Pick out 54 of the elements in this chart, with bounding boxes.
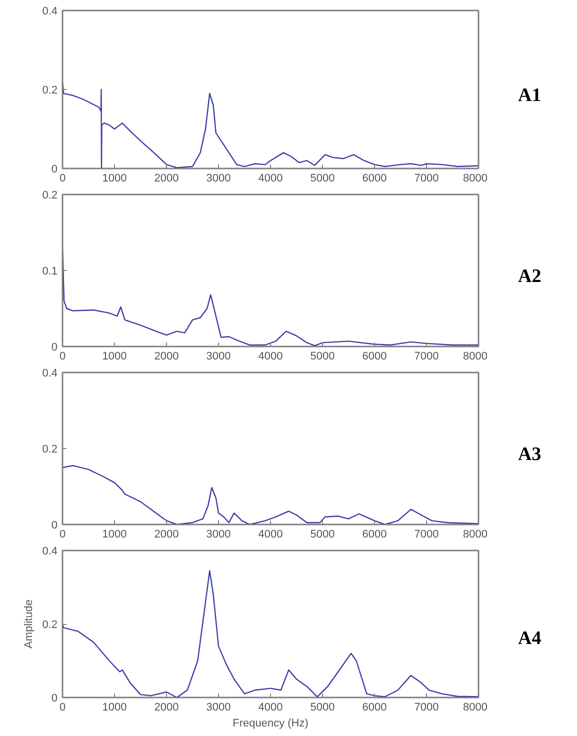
x-axis-title: Frequency (Hz) — [232, 718, 308, 730]
x-tick-label: 5000 — [310, 350, 335, 362]
y-tick-label: 0 — [51, 692, 58, 704]
x-tick-label: 8000 — [463, 172, 488, 184]
x-tick-label: 0 — [59, 350, 66, 362]
x-tick-label: 0 — [59, 702, 66, 714]
x-tick-label: 4000 — [258, 172, 283, 184]
x-tick-label: 4000 — [258, 528, 283, 540]
x-tick-label: 5000 — [310, 702, 335, 714]
y-tick-label: 0.2 — [42, 444, 58, 456]
x-tick-label: 1000 — [102, 350, 127, 362]
x-tick-label: 6000 — [362, 172, 387, 184]
x-tick-label: 7000 — [414, 172, 439, 184]
x-tick-label: 5000 — [310, 172, 335, 184]
x-tick-label: 6000 — [362, 528, 387, 540]
x-tick-label: 7000 — [414, 350, 439, 362]
y-axis-title: Amplitude — [23, 600, 36, 648]
x-tick-label: 2000 — [154, 172, 179, 184]
x-tick-label: 6000 — [362, 350, 387, 362]
y-tick-label: 0.2 — [42, 84, 58, 96]
y-tick-label: 0.2 — [42, 619, 58, 631]
y-tick-label: 0.4 — [42, 368, 58, 380]
x-tick-label: 8000 — [463, 702, 488, 714]
text: A2 — [518, 265, 542, 289]
x-tick-label: 1000 — [102, 702, 127, 714]
y-tick-label: 0.4 — [42, 6, 58, 18]
y-tick-label: 0.2 — [42, 190, 58, 202]
text: A3 — [518, 443, 542, 467]
x-tick-label: 0 — [59, 172, 66, 184]
x-tick-label: 3000 — [206, 172, 231, 184]
x-tick-label: 2000 — [154, 702, 179, 714]
x-tick-label: 3000 — [206, 528, 231, 540]
x-tick-label: 4000 — [258, 350, 283, 362]
x-tick-label: 6000 — [362, 702, 387, 714]
x-tick-label: 2000 — [154, 528, 179, 540]
y-tick-label: 0 — [51, 520, 58, 532]
x-tick-label: 8000 — [463, 528, 488, 540]
x-tick-label: 8000 — [463, 350, 488, 362]
y-tick-label: 0.1 — [42, 266, 58, 278]
x-tick-label: 1000 — [102, 172, 127, 184]
x-tick-label: 1000 — [102, 528, 127, 540]
x-tick-label: 7000 — [414, 702, 439, 714]
x-tick-label: 3000 — [206, 350, 231, 362]
x-tick-label: 7000 — [414, 528, 439, 540]
text: A1 — [518, 84, 542, 108]
x-tick-label: 4000 — [258, 702, 283, 714]
x-tick-label: 0 — [59, 528, 66, 540]
x-tick-label: 5000 — [310, 528, 335, 540]
x-tick-label: 2000 — [154, 350, 179, 362]
text: A4 — [518, 627, 542, 651]
y-tick-label: 0 — [51, 342, 58, 354]
y-tick-label: 0.4 — [42, 546, 58, 558]
x-tick-label: 3000 — [206, 702, 231, 714]
y-tick-label: 0 — [51, 164, 58, 176]
